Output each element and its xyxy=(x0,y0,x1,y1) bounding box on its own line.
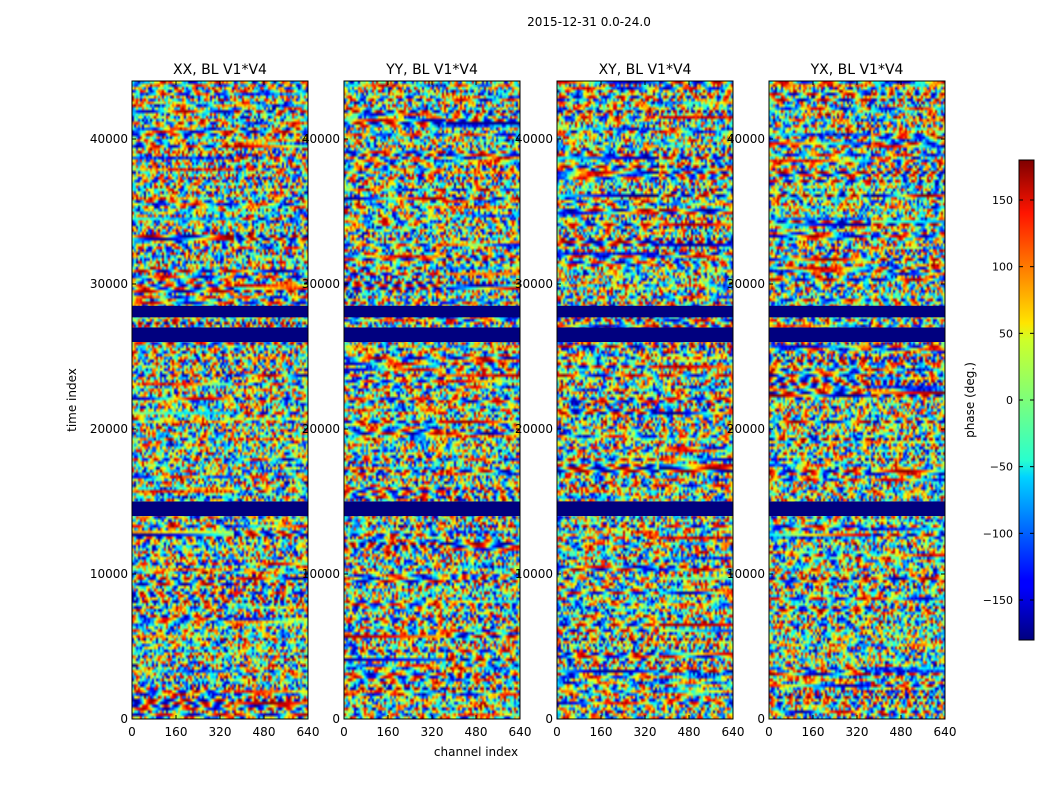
y-tick-label: 10000 xyxy=(90,567,128,581)
y-tick-label: 20000 xyxy=(515,422,553,436)
panel-3: XY, BL V1*V4 0 160 320 480 640 0 10000 20000 3000… xyxy=(515,62,745,739)
colorbar-tick-label: 50 xyxy=(999,327,1013,340)
y-tick-label: 10000 xyxy=(302,567,340,581)
colorbar-tick-label: 150 xyxy=(992,194,1013,207)
x-tick-label: 640 xyxy=(297,725,320,739)
x-tick-label: 480 xyxy=(678,725,701,739)
x-tick-label: 160 xyxy=(165,725,188,739)
y-tick-label: 30000 xyxy=(90,277,128,291)
x-tick-label: 320 xyxy=(846,725,869,739)
x-tick-label: 640 xyxy=(509,725,532,739)
y-tick-label: 20000 xyxy=(302,422,340,436)
y-tick-label: 20000 xyxy=(727,422,765,436)
y-tick-label: 10000 xyxy=(515,567,553,581)
colorbar-tick-label: −50 xyxy=(990,461,1013,474)
colorbar-tick-label: 0 xyxy=(1006,394,1013,407)
heatmap-image xyxy=(132,81,308,719)
y-tick-label: 30000 xyxy=(302,277,340,291)
y-tick-label: 20000 xyxy=(90,422,128,436)
x-tick-label: 320 xyxy=(421,725,444,739)
x-tick-label: 320 xyxy=(209,725,232,739)
y-tick-label: 40000 xyxy=(515,132,553,146)
x-tick-label: 320 xyxy=(634,725,657,739)
x-tick-label: 0 xyxy=(553,725,561,739)
figure-suptitle: 2015-12-31 0.0-24.0 xyxy=(527,15,651,29)
panel-title: XY, BL V1*V4 xyxy=(599,62,692,78)
panel-title: YX, BL V1*V4 xyxy=(810,62,904,78)
flagged-band xyxy=(132,305,308,318)
panels: XX, BL V1*V4 0 160 320 480 640 0 10000 20000 3000… xyxy=(90,62,957,739)
flagged-band xyxy=(132,327,308,342)
y-tick-label: 40000 xyxy=(727,132,765,146)
flagged-band xyxy=(769,327,945,342)
heatmap-image xyxy=(557,81,733,719)
x-axis-label: channel index xyxy=(434,745,518,759)
flagged-band xyxy=(344,501,520,516)
x-tick-label: 160 xyxy=(590,725,613,739)
y-tick-label: 10000 xyxy=(727,567,765,581)
flagged-band xyxy=(132,501,308,516)
flagged-band xyxy=(557,305,733,318)
x-tick-label: 160 xyxy=(377,725,400,739)
x-tick-label: 160 xyxy=(802,725,825,739)
colorbar-label: phase (deg.) xyxy=(963,362,977,438)
x-tick-label: 0 xyxy=(340,725,348,739)
y-tick-label: 0 xyxy=(332,712,340,726)
panel-1: XX, BL V1*V4 0 160 320 480 640 0 10000 20000 3000… xyxy=(90,62,320,739)
flagged-band xyxy=(769,501,945,516)
panel-2: YY, BL V1*V4 0 160 320 480 640 0 10000 20000 3000… xyxy=(302,62,532,739)
flagged-band xyxy=(557,501,733,516)
y-tick-label: 0 xyxy=(545,712,553,726)
colorbar: −150 −100 −50 0 50 100 150 phase (deg.) xyxy=(963,159,1035,641)
x-tick-label: 480 xyxy=(253,725,276,739)
panel-title: XX, BL V1*V4 xyxy=(173,62,267,78)
flagged-band xyxy=(557,327,733,342)
flagged-band xyxy=(769,305,945,318)
x-tick-label: 0 xyxy=(765,725,773,739)
x-tick-label: 480 xyxy=(465,725,488,739)
heatmap-image xyxy=(344,81,520,719)
y-tick-label: 40000 xyxy=(90,132,128,146)
panel-4: YX, BL V1*V4 0 160 320 480 640 0 10000 20000 3000… xyxy=(727,62,957,739)
x-tick-label: 0 xyxy=(128,725,136,739)
flagged-band xyxy=(344,305,520,318)
x-tick-label: 640 xyxy=(934,725,957,739)
heatmap-image xyxy=(769,81,945,719)
colorbar-tick-label: 100 xyxy=(992,261,1013,274)
y-tick-label: 30000 xyxy=(515,277,553,291)
panel-title: YY, BL V1*V4 xyxy=(385,62,478,78)
y-axis-label: time index xyxy=(65,368,79,432)
y-tick-label: 0 xyxy=(120,712,128,726)
colorbar-ticks: −150 −100 −50 0 50 100 150 xyxy=(983,194,1034,607)
y-tick-label: 0 xyxy=(757,712,765,726)
x-tick-label: 640 xyxy=(722,725,745,739)
x-tick-label: 480 xyxy=(890,725,913,739)
y-tick-label: 30000 xyxy=(727,277,765,291)
y-tick-label: 40000 xyxy=(302,132,340,146)
colorbar-tick-label: −150 xyxy=(983,594,1013,607)
flagged-band xyxy=(344,327,520,342)
colorbar-tick-label: −100 xyxy=(983,527,1013,540)
